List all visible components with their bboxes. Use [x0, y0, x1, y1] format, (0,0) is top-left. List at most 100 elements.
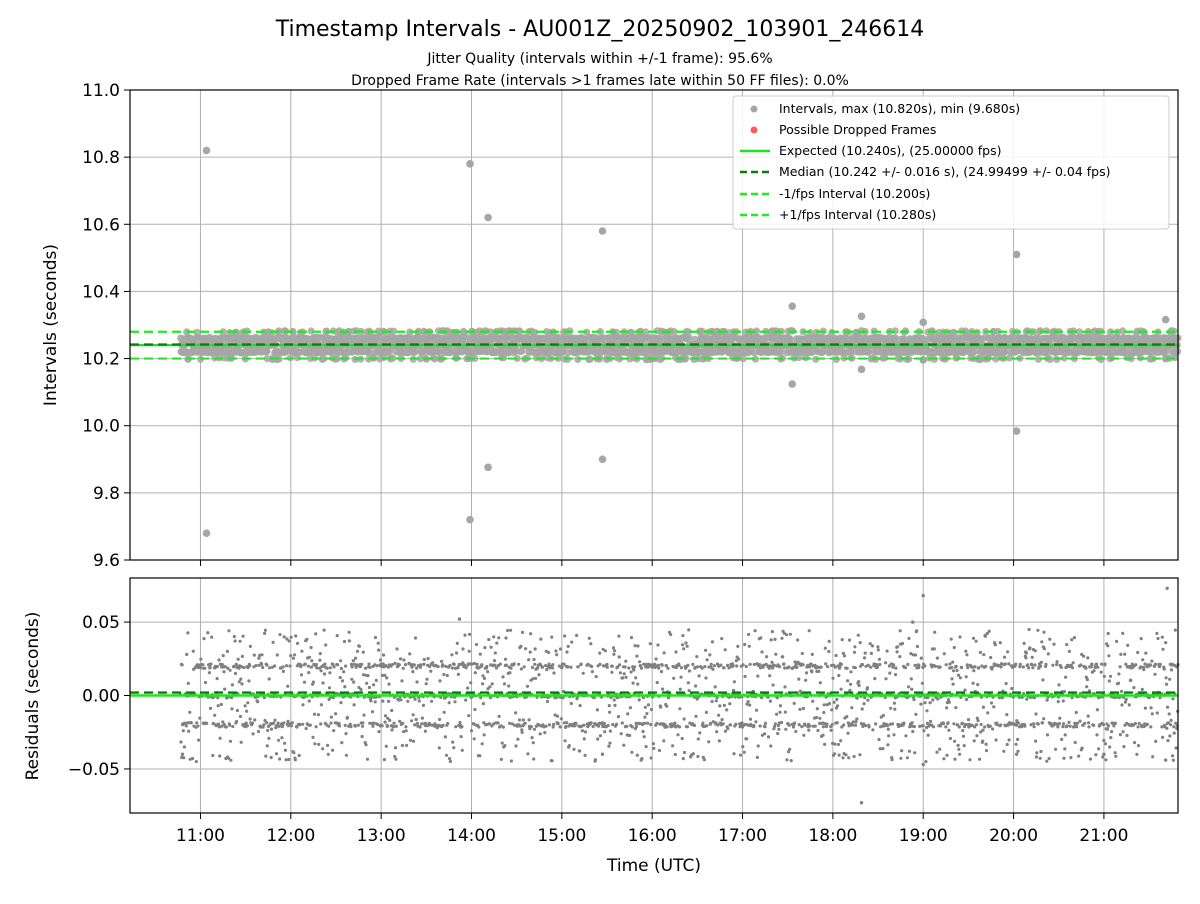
residual-point — [384, 714, 387, 717]
residual-point — [896, 645, 899, 648]
residual-point — [955, 665, 958, 668]
residual-point — [242, 666, 245, 669]
residual-point — [754, 629, 757, 632]
residual-point — [770, 638, 773, 641]
residual-point — [837, 743, 840, 746]
interval-outlier-point — [788, 302, 796, 310]
residual-point — [308, 699, 311, 702]
residual-point — [1048, 638, 1051, 641]
residual-point — [328, 671, 331, 674]
residual-point — [822, 725, 825, 728]
residual-point — [822, 711, 825, 714]
residual-point — [781, 655, 784, 658]
residual-point — [666, 667, 669, 670]
residual-point — [821, 734, 824, 737]
residual-point — [623, 672, 626, 675]
residual-point — [833, 752, 836, 755]
chart-title: Timestamp Intervals - AU001Z_20250902_10… — [275, 17, 925, 42]
residual-point — [240, 741, 243, 744]
residual-point — [261, 666, 264, 669]
residual-point — [914, 653, 917, 656]
residual-point — [343, 685, 346, 688]
residual-point — [294, 758, 297, 761]
residual-point — [904, 666, 907, 669]
residual-point — [473, 737, 476, 740]
residual-point — [217, 704, 220, 707]
residual-point — [339, 701, 342, 704]
residual-point — [315, 666, 318, 669]
residual-point — [876, 665, 879, 668]
residual-point — [1035, 755, 1038, 758]
residual-point — [526, 752, 529, 755]
legend-label-plus-fps: +1/fps Interval (10.280s) — [779, 207, 936, 222]
residual-point — [387, 700, 390, 703]
residual-point — [362, 673, 365, 676]
residual-point — [320, 669, 323, 672]
residual-point — [564, 739, 567, 742]
residual-point — [1062, 722, 1065, 725]
residual-point — [647, 703, 650, 706]
residual-point — [216, 665, 219, 668]
residual-point — [955, 669, 958, 672]
residual-point — [864, 652, 867, 655]
residual-point — [508, 722, 511, 725]
residual-point — [272, 641, 275, 644]
residual-point — [483, 646, 486, 649]
residual-point — [257, 730, 260, 733]
residual-point — [418, 699, 421, 702]
residual-point — [557, 722, 560, 725]
residual-point — [474, 671, 477, 674]
residual-point — [704, 649, 707, 652]
residual-point — [924, 760, 927, 763]
residual-point — [721, 718, 724, 721]
residual-point — [728, 702, 731, 705]
residual-point — [476, 663, 479, 666]
residual-point — [592, 725, 595, 728]
residual-point — [502, 726, 505, 729]
residual-point — [408, 652, 411, 655]
residual-point — [682, 757, 685, 760]
residual-point — [596, 737, 599, 740]
interval-outlier-point — [919, 319, 927, 327]
residual-point — [759, 724, 762, 727]
top-y-tick-label: 9.6 — [93, 551, 120, 571]
residual-point — [493, 659, 496, 662]
residual-point — [323, 629, 326, 632]
legend-label-dropped: Possible Dropped Frames — [779, 122, 936, 137]
residual-point — [840, 688, 843, 691]
residual-point — [182, 756, 185, 759]
residual-point — [642, 663, 645, 666]
residual-point — [242, 635, 245, 638]
residual-point — [537, 673, 540, 676]
residual-point — [678, 725, 681, 728]
residual-point — [992, 705, 995, 708]
residual-point — [222, 670, 225, 673]
residual-point — [1032, 722, 1035, 725]
residual-point — [917, 664, 920, 667]
residual-point — [994, 643, 997, 646]
residual-point — [343, 640, 346, 643]
residual-point — [608, 742, 611, 745]
residual-point — [187, 682, 190, 685]
residual-point — [703, 665, 706, 668]
residual-point — [328, 686, 331, 689]
residual-point — [195, 721, 198, 724]
residual-point — [644, 706, 647, 709]
residual-point — [409, 739, 412, 742]
residual-point — [498, 715, 501, 718]
residual-point — [680, 666, 683, 669]
residual-point — [958, 725, 961, 728]
residual-point — [923, 664, 926, 667]
residual-point — [382, 662, 385, 665]
residual-point — [505, 664, 508, 667]
residual-point — [625, 676, 628, 679]
residual-point — [957, 744, 960, 747]
residual-point — [833, 701, 836, 704]
residual-point — [360, 663, 363, 666]
residual-point — [972, 637, 975, 640]
residual-point — [947, 721, 950, 724]
residual-point — [641, 730, 644, 733]
residual-point — [331, 749, 334, 752]
residual-point — [280, 736, 283, 739]
residual-point — [413, 663, 416, 666]
